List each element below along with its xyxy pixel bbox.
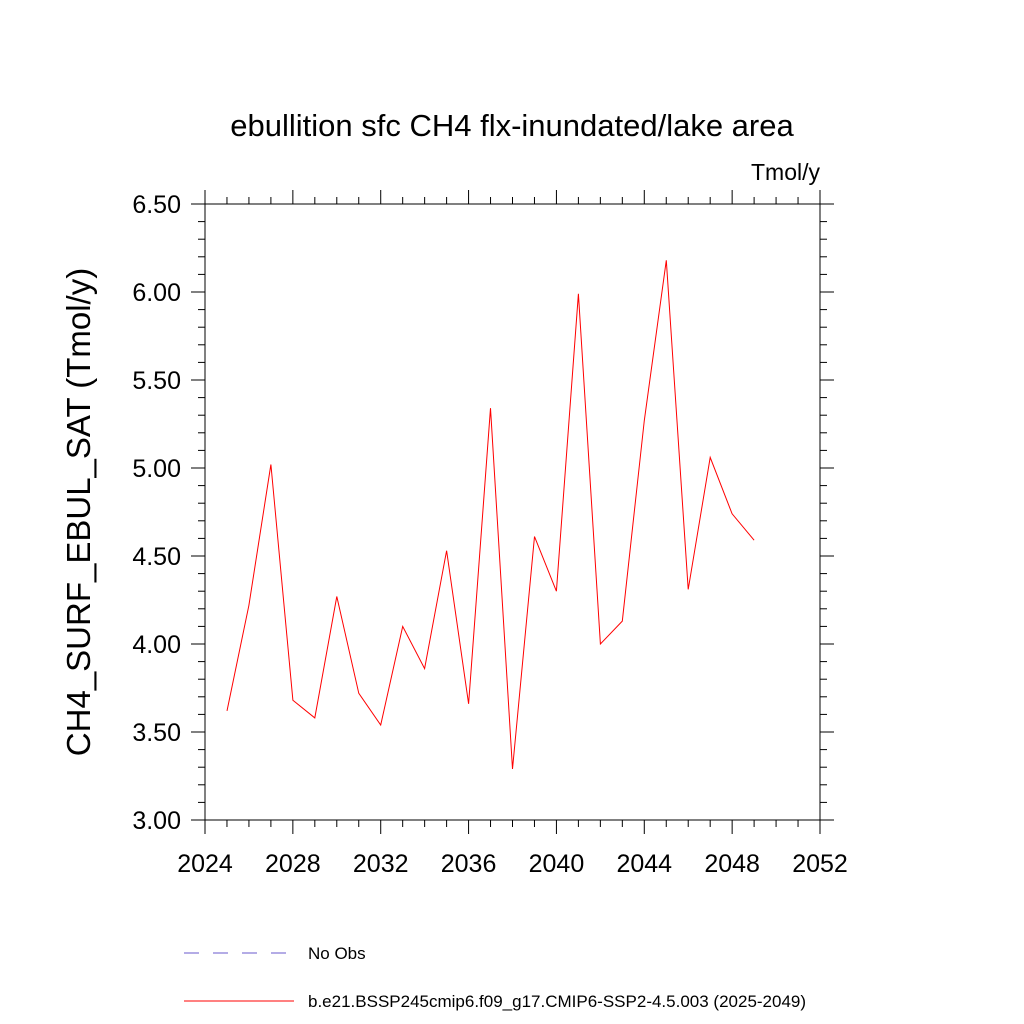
- series-line: [226, 260, 755, 770]
- legend-label: b.e21.BSSP245cmip6.f09_g17.CMIP6-SSP2-4.…: [308, 992, 806, 1011]
- legend-label: No Obs: [308, 944, 366, 963]
- x-tick-label: 2028: [265, 850, 321, 878]
- axis-ticks: [191, 190, 834, 834]
- y-tick-label: 3.50: [132, 719, 181, 747]
- x-tick-label: 2048: [704, 850, 760, 878]
- x-tick-label: 2044: [616, 850, 672, 878]
- y-tick-label: 4.00: [132, 631, 181, 659]
- y-tick-label: 6.50: [132, 191, 181, 219]
- legend: No Obs b.e21.BSSP245cmip6.f09_g17.CMIP6-S…: [184, 944, 806, 1011]
- chart-title: ebullition sfc CH4 flx-inundated/lake ar…: [230, 108, 794, 143]
- x-tick-label: 2032: [353, 850, 409, 878]
- x-tick-label: 2036: [441, 850, 497, 878]
- y-tick-label: 3.00: [132, 807, 181, 835]
- y-tick-label: 5.00: [132, 455, 181, 483]
- series-layer: [226, 260, 755, 770]
- y-tick-label: 5.50: [132, 367, 181, 395]
- y-tick-label: 4.50: [132, 543, 181, 571]
- units-label: Tmol/y: [751, 159, 821, 185]
- x-tick-label: 2040: [529, 850, 585, 878]
- plot-frame: [204, 203, 821, 821]
- x-tick-label: 2024: [177, 850, 233, 878]
- y-axis-label: CH4_SURF_EBUL_SAT (Tmol/y): [60, 268, 97, 756]
- axis-tick-labels: 2024 2028 2032 2036 2040 2044 2048 2052 3.00 3.50…: [132, 191, 847, 878]
- y-tick-label: 6.00: [132, 279, 181, 307]
- x-tick-label: 2052: [792, 850, 848, 878]
